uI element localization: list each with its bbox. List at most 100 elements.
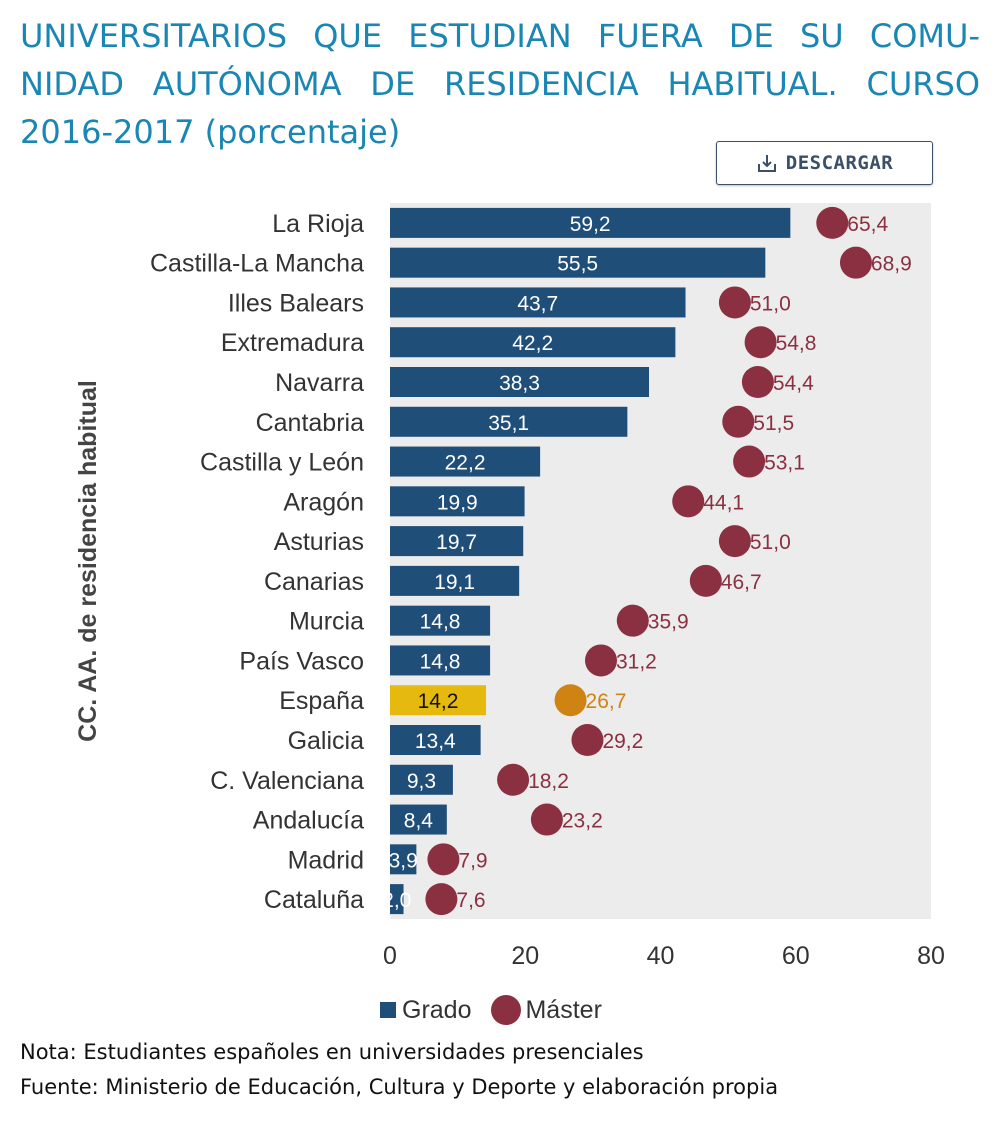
master-dot [616, 604, 649, 637]
master-value-label: 68,9 [871, 253, 912, 276]
master-dot [689, 564, 722, 597]
download-button[interactable]: DESCARGAR [716, 141, 933, 185]
grado-bar [390, 327, 676, 358]
x-tick-label: 80 [917, 942, 945, 970]
grado-bar [390, 685, 487, 716]
master-dot [733, 445, 766, 478]
x-tick-label: 20 [511, 942, 539, 970]
master-value-label: 31,2 [616, 650, 657, 673]
master-dot [718, 525, 751, 558]
master-dot [741, 366, 774, 398]
master-dot [530, 803, 563, 836]
grado-value-label: 42,2 [512, 332, 553, 355]
legend-master-swatch [491, 995, 522, 1025]
grado-value-label: 43,7 [517, 292, 558, 315]
master-value-label: 65,4 [847, 213, 888, 236]
master-value-label: 51,5 [753, 412, 794, 435]
master-dot [744, 326, 777, 359]
plot-area [390, 203, 931, 919]
master-value-label: 35,9 [648, 611, 689, 634]
category-label: Cataluña [264, 886, 364, 914]
grado-value-label: 19,7 [436, 531, 477, 554]
grado-bar [390, 844, 417, 875]
category-label: Galicia [288, 727, 365, 755]
master-value-label: 29,2 [602, 730, 643, 753]
grado-value-label: 9,3 [407, 770, 436, 793]
grado-value-label: 14,8 [420, 650, 461, 673]
master-value-label: 44,1 [703, 491, 744, 514]
grado-bar [390, 764, 453, 795]
master-value-label: 7,9 [458, 849, 487, 872]
category-label: C. Valenciana [210, 767, 364, 795]
category-label: Illes Balears [228, 289, 364, 317]
master-value-label: 23,2 [562, 810, 603, 833]
x-tick-label: 60 [782, 942, 810, 970]
grado-bar [390, 526, 524, 557]
master-dot [839, 246, 872, 279]
download-icon [757, 155, 776, 172]
grado-bar [390, 725, 481, 755]
grado-value-label: 19,1 [434, 571, 475, 594]
master-dot [718, 286, 751, 319]
x-tick-label: 0 [383, 942, 397, 970]
grado-value-label: 3,9 [389, 849, 418, 872]
note-text: Nota: Estudiantes españoles en universid… [20, 1040, 644, 1064]
grado-bar [390, 406, 628, 437]
grado-bar [390, 247, 766, 278]
grado-value-label: 19,9 [437, 491, 478, 514]
master-value-label: 53,1 [764, 452, 805, 475]
master-value-label: 51,0 [750, 292, 791, 315]
grado-bar [390, 446, 541, 477]
grado-value-label: 14,8 [420, 611, 461, 634]
grado-bar [390, 367, 650, 397]
grado-bar [390, 605, 491, 636]
master-dot [571, 724, 604, 756]
category-label: País Vasco [239, 647, 364, 675]
source-text: Fuente: Ministerio de Educación, Cultura… [20, 1075, 779, 1099]
master-dot [816, 206, 849, 239]
grado-bar [390, 486, 525, 517]
legend-grado-swatch [380, 1002, 396, 1018]
chart-title: UNIVERSITARIOS QUE ESTUDIAN FUERA DE SU … [20, 17, 980, 151]
category-label: La Rioja [272, 210, 364, 238]
grado-value-label: 8,4 [404, 810, 434, 833]
grado-bar [390, 287, 686, 318]
master-dot [722, 405, 755, 438]
grado-bar [390, 565, 520, 596]
master-value-label: 54,4 [773, 372, 814, 395]
grado-value-label: 22,2 [445, 452, 486, 475]
category-label: Cantabria [256, 409, 364, 437]
category-label: Andalucía [253, 807, 364, 835]
grado-bar [390, 804, 447, 835]
grado-value-label: 38,3 [499, 372, 540, 395]
master-dot [584, 644, 617, 677]
x-tick-label: 40 [647, 942, 675, 970]
master-dot [427, 843, 460, 876]
category-label: Asturias [274, 528, 364, 556]
master-value-label: 26,7 [586, 690, 627, 713]
category-label: Canarias [264, 568, 364, 596]
grado-bar [390, 207, 791, 238]
grado-bar [390, 884, 404, 915]
download-button-label: DESCARGAR [785, 152, 894, 174]
grado-bar [390, 645, 491, 676]
category-label: España [279, 687, 364, 715]
category-label: Castilla-La Mancha [150, 250, 364, 278]
category-label: Madrid [288, 846, 364, 874]
category-label: Castilla y León [200, 449, 364, 477]
grado-value-label: 59,2 [570, 213, 611, 236]
y-axis-title: CC. AA. de residencia habitual [74, 380, 102, 742]
master-value-label: 54,8 [776, 332, 817, 355]
master-value-label: 46,7 [721, 571, 762, 594]
legend-master-label: Máster [525, 995, 602, 1024]
category-label: Aragón [283, 488, 364, 516]
master-value-label: 51,0 [750, 531, 791, 554]
master-value-label: 7,6 [456, 889, 485, 912]
master-dot [497, 763, 530, 796]
legend-grado-label: Grado [402, 995, 472, 1024]
category-label: Extremadura [221, 329, 364, 357]
legend: Grado Máster [380, 990, 602, 1030]
grado-value-label: 2,0 [382, 889, 411, 912]
grado-value-label: 14,2 [418, 690, 459, 713]
